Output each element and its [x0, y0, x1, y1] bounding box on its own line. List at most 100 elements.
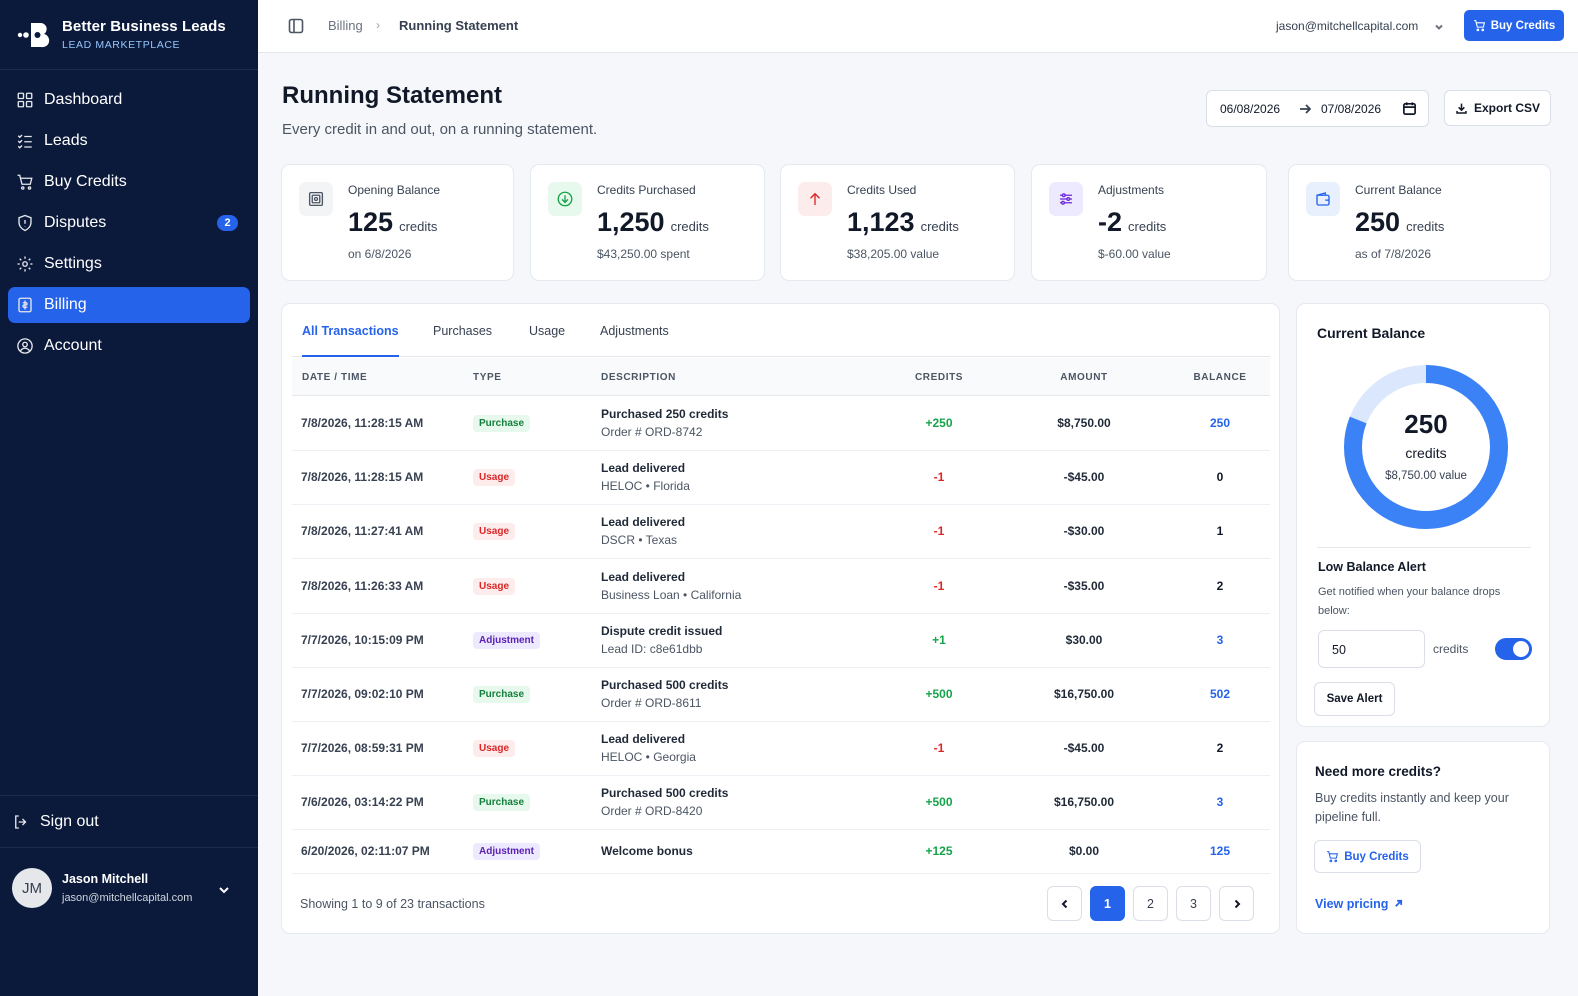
list-check-icon [17, 134, 32, 149]
pagination-page-1[interactable]: 1 [1090, 886, 1125, 921]
balance-unit: credits [1405, 445, 1447, 461]
cell-description: Lead delivered [601, 515, 686, 529]
tab-all-transactions[interactable]: All Transactions [302, 324, 399, 338]
type-badge: Purchase [473, 686, 531, 703]
column-header-amount[interactable]: AMOUNT [1060, 372, 1108, 383]
sidebar-item-leads[interactable]: Leads [8, 123, 250, 159]
disputes-count-badge: 2 [217, 215, 238, 231]
need-more-credits-card: Need more credits? Buy credits instantly… [1296, 741, 1550, 934]
table-row[interactable]: 7/7/2026, 10:15:09 PM Adjustment Dispute c… [292, 614, 1270, 668]
page-title: Running Statement [282, 82, 502, 109]
alert-threshold-input[interactable]: 50 [1318, 630, 1425, 668]
breadcrumb-billing[interactable]: Billing [328, 18, 363, 33]
date-range-picker[interactable]: 06/08/2026 07/08/2026 [1206, 90, 1429, 127]
stat-icon-box [548, 182, 582, 216]
shield-icon [18, 214, 32, 232]
sidebar-item-disputes[interactable]: Disputes 2 [8, 205, 250, 241]
stat-value: 125 credits [348, 207, 437, 238]
sidebar-item-buy-credits[interactable]: Buy Credits [8, 164, 250, 200]
stat-unit: credits [920, 219, 959, 234]
date-to[interactable]: 07/08/2026 [1321, 102, 1382, 116]
table-row[interactable]: 6/20/2026, 02:11:07 PM Adjustment Welcome … [292, 830, 1270, 874]
user-menu[interactable]: JM Jason Mitchell jason@mitchellcapital.… [0, 848, 258, 928]
save-alert-button[interactable]: Save Alert [1314, 682, 1395, 716]
buy-credits-secondary-button[interactable]: Buy Credits [1314, 840, 1421, 873]
table-row[interactable]: 7/8/2026, 11:28:15 AM Purchase Purchased 2… [292, 396, 1270, 451]
stat-sub: $43,250.00 spent [597, 247, 690, 261]
type-badge: Purchase [473, 415, 531, 432]
stat-sub: $-60.00 value [1098, 247, 1171, 261]
view-pricing-link[interactable]: View pricing [1315, 897, 1403, 911]
cell-description: Welcome bonus [601, 844, 693, 858]
date-from[interactable]: 06/08/2026 [1220, 102, 1281, 116]
sidebar-item-settings[interactable]: Settings [8, 246, 250, 282]
stat-unit: credits [670, 219, 709, 234]
stat-card-adjustments: Adjustments -2 credits $-60.00 value [1031, 164, 1267, 281]
active-tab-indicator [302, 355, 399, 357]
arrow-right-icon [1300, 104, 1311, 114]
sidebar-item-label: Settings [44, 255, 102, 272]
column-header-credits[interactable]: CREDITS [914, 372, 964, 383]
table-row[interactable]: 7/8/2026, 11:27:41 AM Usage Lead delivered… [292, 505, 1270, 559]
balance-value: 250 [1404, 409, 1448, 439]
column-header-date[interactable]: DATE / TIME [302, 372, 368, 383]
cell-amount: $0.00 [1068, 844, 1100, 858]
chevron-down-icon[interactable] [218, 884, 230, 896]
alert-enabled-toggle[interactable] [1495, 638, 1532, 660]
sign-out-button[interactable]: Sign out [0, 796, 258, 848]
cell-description-detail: Lead ID: c8e61dbb [601, 642, 703, 656]
calendar-icon[interactable] [1402, 101, 1417, 116]
sliders-icon [1060, 193, 1072, 205]
cell-date: 7/8/2026, 11:26:33 AM [301, 579, 424, 593]
low-balance-alert-description: Get notified when your balance drops bel… [1318, 586, 1501, 617]
pagination-prev-button[interactable] [1047, 886, 1082, 921]
sidebar-toggle-icon[interactable] [288, 18, 304, 34]
cell-date: 7/7/2026, 08:59:31 PM [301, 741, 424, 755]
sidebar-item-dashboard[interactable]: Dashboard [8, 82, 250, 118]
pagination-next-button[interactable] [1219, 886, 1254, 921]
avatar: JM [12, 868, 52, 908]
chevron-down-icon[interactable] [1434, 22, 1444, 32]
brand[interactable]: Better Business Leads LEAD MARKETPLACE [0, 0, 258, 70]
stat-label: Credits Used [847, 183, 917, 197]
stat-card-credits-used: Credits Used 1,123 credits $38,205.00 val… [780, 164, 1015, 281]
stat-label: Current Balance [1355, 183, 1442, 197]
pagination-page-3[interactable]: 3 [1176, 886, 1211, 921]
stat-unit: credits [1406, 219, 1445, 234]
export-csv-button[interactable]: Export CSV [1444, 90, 1551, 126]
column-header-description[interactable]: DESCRIPTION [601, 372, 676, 383]
tab-usage[interactable]: Usage [529, 324, 566, 338]
stat-sub: as of 7/8/2026 [1355, 247, 1432, 261]
cell-date: 7/8/2026, 11:28:15 AM [301, 470, 424, 484]
buy-credits-button[interactable]: Buy Credits [1464, 10, 1564, 41]
type-badge: Adjustment [473, 843, 540, 860]
account-email-dropdown[interactable]: jason@mitchellcapital.com [1276, 19, 1419, 33]
table-row[interactable]: 7/8/2026, 11:26:33 AM Usage Lead delivered… [292, 559, 1270, 614]
stat-value-number: -2 [1098, 207, 1123, 237]
cell-balance: 250 [1209, 416, 1231, 430]
sidebar-item-account[interactable]: Account [8, 328, 250, 364]
table-row[interactable]: 7/8/2026, 11:28:15 AM Usage Lead delivered… [292, 450, 1270, 505]
balance-value-sub: $8,750.00 value [1385, 470, 1467, 482]
cell-description-detail: Order # ORD-8742 [601, 425, 703, 439]
column-header-balance[interactable]: BALANCE [1193, 372, 1247, 383]
column-header-type[interactable]: TYPE [473, 372, 502, 383]
pagination-page-2[interactable]: 2 [1133, 886, 1168, 921]
table-row[interactable]: 7/7/2026, 08:59:31 PM Usage Lead delivered… [292, 722, 1270, 776]
buy-credits-label: Buy Credits [1490, 19, 1556, 32]
donut-fill [1344, 365, 1508, 529]
sidebar-item-billing[interactable]: Billing [8, 287, 250, 323]
stat-icon-box [798, 182, 832, 216]
sidebar-item-label: Billing [44, 296, 87, 313]
tab-purchases[interactable]: Purchases [433, 324, 493, 338]
type-badge: Usage [473, 523, 516, 540]
table-row[interactable]: 7/6/2026, 03:14:22 PM Purchase Purchased 5… [292, 776, 1270, 830]
cell-amount: -$30.00 [1063, 524, 1105, 538]
sidebar-nav: Dashboard Leads Buy Credits Disputes 2 S… [0, 70, 258, 364]
cell-credits: +125 [925, 844, 953, 858]
tab-adjustments[interactable]: Adjustments [600, 324, 669, 338]
transaction-tabs: All Transactions Purchases Usage Adjustm… [292, 304, 1270, 357]
stat-sub: on 6/8/2026 [348, 247, 412, 261]
sidebar-item-label: Disputes [44, 214, 107, 231]
table-row[interactable]: 7/7/2026, 09:02:10 PM Purchase Purchased 5… [292, 668, 1270, 722]
